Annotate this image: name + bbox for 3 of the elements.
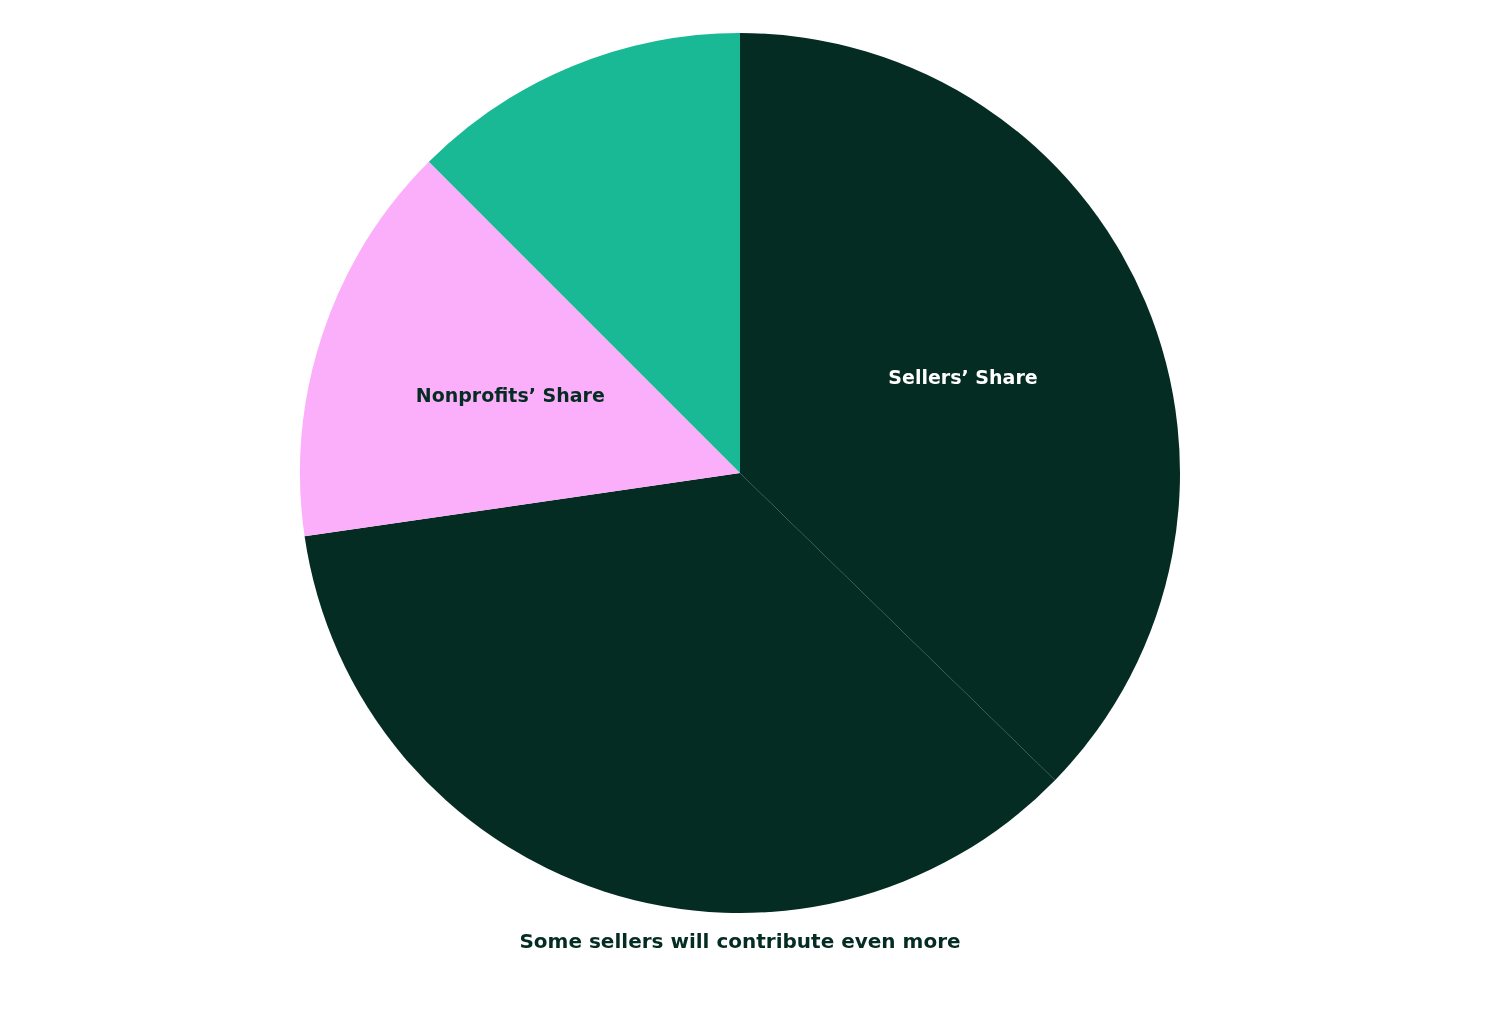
text: Some sellers will contribute even more [519, 929, 961, 954]
slice-label: Sellers’ Share [888, 365, 1038, 388]
slice-label: Nonprofits’ Share [415, 383, 605, 406]
